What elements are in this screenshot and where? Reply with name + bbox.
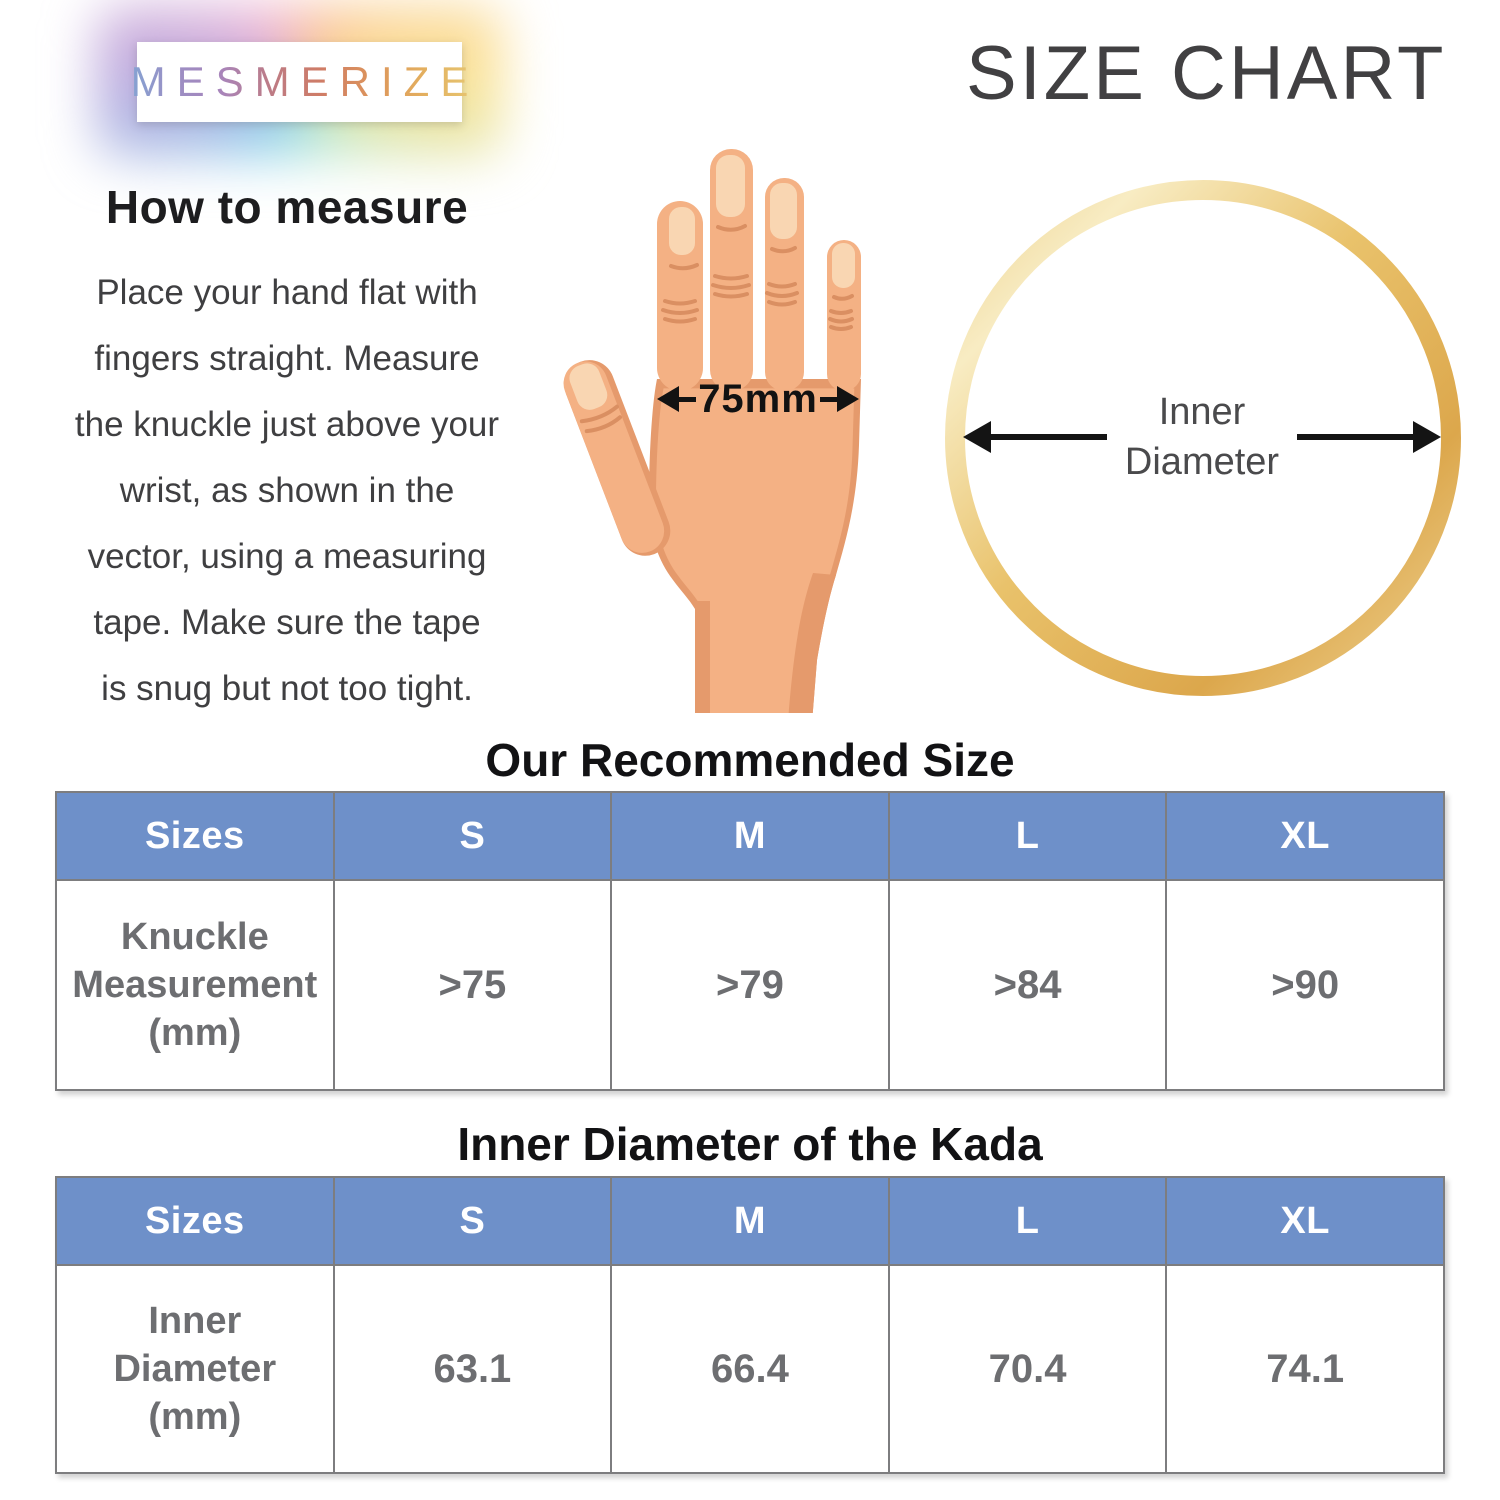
column-header-m: M [610, 1176, 890, 1266]
column-header-s: S [332, 791, 613, 881]
value-cell-l: 70.4 [887, 1264, 1168, 1474]
brand-logo-text: MESMERIZE [120, 58, 480, 106]
knuckle-measurement-indicator: 75mm [657, 377, 859, 421]
value-cell-xl: 74.1 [1165, 1264, 1445, 1474]
arrow-line [819, 396, 837, 402]
inner-diameter-label: Inner Diameter [1107, 387, 1297, 487]
recommended-size-heading: Our Recommended Size [485, 734, 1015, 786]
table-header-row: Sizes S M L XL [55, 791, 1445, 881]
inner-diameter-table: Sizes S M L XL Inner Diameter (mm) 63.1 … [55, 1176, 1445, 1474]
arrowhead-left-icon [963, 421, 991, 453]
hand-graphic [563, 149, 861, 713]
table-data-row: Knuckle Measurement (mm) >75 >79 >84 >90 [55, 879, 1445, 1091]
row-label: Inner Diameter (mm) [55, 1264, 335, 1474]
value-cell-s: 63.1 [332, 1264, 613, 1474]
inner-diameter-label-line2: Diameter [1124, 441, 1280, 483]
arrowhead-right-icon [1413, 421, 1441, 453]
value-cell-m: >79 [610, 879, 890, 1091]
row-label: Knuckle Measurement (mm) [55, 879, 335, 1091]
arrow-line [1297, 434, 1413, 440]
value-cell-l: >84 [887, 879, 1168, 1091]
column-header-m: M [610, 791, 890, 881]
column-header-sizes: Sizes [55, 791, 335, 881]
value-cell-m: 66.4 [610, 1264, 890, 1474]
column-header-xl: XL [1165, 791, 1445, 881]
value-cell-xl: >90 [1165, 879, 1445, 1091]
table-header-row: Sizes S M L XL [55, 1176, 1445, 1266]
recommended-size-table: Sizes S M L XL Knuckle Measurement (mm) … [55, 791, 1445, 1091]
arrowhead-right-icon [837, 386, 859, 412]
logo-box: MESMERIZE [131, 42, 468, 122]
hand-illustration [545, 145, 935, 713]
wrist-left-shade [695, 601, 710, 713]
column-header-xl: XL [1165, 1176, 1445, 1266]
how-to-measure-body: Place your hand flat with fingers straig… [74, 273, 500, 708]
column-header-l: L [887, 1176, 1168, 1266]
kada-ring-illustration [935, 170, 1471, 706]
inner-diameter-indicator: Inner Diameter [963, 391, 1441, 483]
value-cell-s: >75 [332, 879, 613, 1091]
how-to-measure-section: How to measure Place your hand flat with… [52, 180, 522, 722]
page-title: SIZE CHART [966, 31, 1447, 116]
brand-logo: MESMERIZE [97, 8, 502, 156]
inner-diameter-label-line1: Inner [1158, 391, 1246, 433]
column-header-s: S [332, 1176, 613, 1266]
knuckle-measurement-label: 75mm [698, 376, 818, 421]
arrow-line [991, 434, 1107, 440]
table-data-row: Inner Diameter (mm) 63.1 66.4 70.4 74.1 [55, 1264, 1445, 1474]
arrow-line [679, 396, 697, 402]
column-header-sizes: Sizes [55, 1176, 335, 1266]
column-header-l: L [887, 791, 1168, 881]
thumb [563, 360, 671, 556]
inner-diameter-heading: Inner Diameter of the Kada [457, 1118, 1043, 1170]
knuckle-creases [661, 224, 854, 331]
how-to-measure-heading: How to measure [105, 181, 469, 233]
fingers [657, 149, 861, 391]
fingernails [669, 155, 855, 288]
arrowhead-left-icon [657, 386, 679, 412]
kada-ring-graphic [945, 180, 1461, 696]
